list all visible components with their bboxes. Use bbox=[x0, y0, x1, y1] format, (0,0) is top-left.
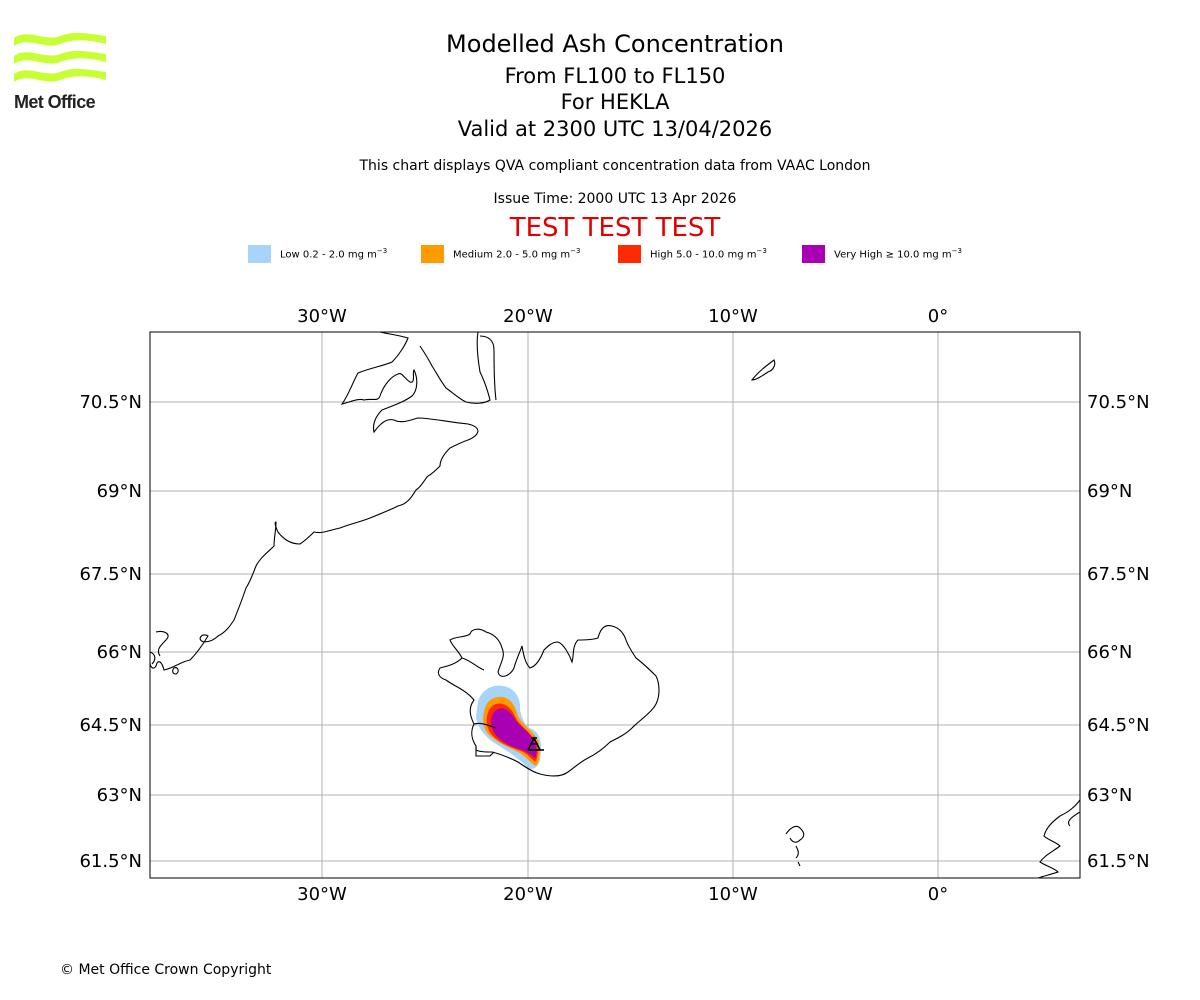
met-office-logo: Met Office bbox=[14, 30, 106, 112]
greenland-coast bbox=[150, 332, 479, 671]
lat-label-right: 63°N bbox=[1087, 785, 1132, 806]
lon-label-bottom: 20°W bbox=[503, 884, 553, 905]
legend-label-high: High 5.0 - 10.0 mg m−3 bbox=[650, 247, 767, 261]
iceland-reykjanes bbox=[475, 746, 495, 757]
lat-label-left: 64.5°N bbox=[79, 715, 142, 736]
coastlines bbox=[150, 332, 1080, 878]
legend-item-low: Low 0.2 - 2.0 mg m−3 bbox=[248, 244, 387, 264]
hekla-volcano-marker bbox=[527, 736, 544, 751]
legend-item-medium: Medium 2.0 - 5.0 mg m−3 bbox=[421, 244, 580, 264]
met-office-waves-icon bbox=[14, 32, 106, 82]
greenland-island-1 bbox=[172, 667, 179, 675]
logo-text: Met Office bbox=[14, 92, 96, 112]
jan-mayen-coast bbox=[750, 359, 776, 381]
chart-title: Modelled Ash Concentration bbox=[446, 30, 784, 58]
lat-label-right: 66°N bbox=[1087, 642, 1132, 663]
subtitle: This chart displays QVA compliant concen… bbox=[359, 158, 871, 174]
lat-label-left: 66°N bbox=[97, 642, 142, 663]
flight-level-range: From FL100 to FL150 bbox=[504, 64, 726, 88]
legend-swatch-low bbox=[248, 245, 271, 263]
legend-item-high: High 5.0 - 10.0 mg m−3 bbox=[618, 244, 767, 264]
ash-very-high-region bbox=[491, 708, 537, 758]
legend-swatch-medium bbox=[421, 245, 444, 263]
legend-label-low: Low 0.2 - 2.0 mg m−3 bbox=[280, 247, 388, 261]
lon-label-top: 30°W bbox=[297, 306, 347, 327]
copyright-notice: © Met Office Crown Copyright bbox=[60, 962, 272, 978]
lon-label-bottom: 10°W bbox=[708, 884, 758, 905]
legend-swatch-very-high bbox=[802, 245, 825, 263]
lat-label-right: 69°N bbox=[1087, 481, 1132, 502]
lon-label-bottom: 30°W bbox=[297, 884, 347, 905]
ash-concentration-map: 30°W 20°W 10°W 0° 30°W 20°W 10°W 0° 70.5… bbox=[79, 306, 1150, 905]
lon-label-bottom: 0° bbox=[928, 884, 948, 905]
map-gridlines bbox=[150, 332, 1080, 878]
issue-time: Issue Time: 2000 UTC 13 Apr 2026 bbox=[493, 191, 737, 207]
iceland-westfjord-inlet bbox=[461, 657, 485, 671]
lat-label-left: 63°N bbox=[97, 785, 142, 806]
lat-label-right: 64.5°N bbox=[1087, 715, 1150, 736]
lat-label-left: 61.5°N bbox=[79, 851, 142, 872]
legend-label-medium: Medium 2.0 - 5.0 mg m−3 bbox=[453, 247, 581, 261]
lat-label-left: 70.5°N bbox=[79, 392, 142, 413]
lat-label-left: 69°N bbox=[97, 481, 142, 502]
lat-label-right: 70.5°N bbox=[1087, 392, 1150, 413]
lon-label-top: 20°W bbox=[503, 306, 553, 327]
lon-label-top: 10°W bbox=[708, 306, 758, 327]
lat-label-right: 61.5°N bbox=[1087, 851, 1150, 872]
volcano-name: For HEKLA bbox=[560, 90, 670, 114]
norway-coast bbox=[1037, 799, 1080, 878]
map-frame bbox=[149, 331, 1081, 879]
greenland-northeast bbox=[419, 332, 491, 404]
lat-label-left: 67.5°N bbox=[79, 564, 142, 585]
legend: Low 0.2 - 2.0 mg m−3 Medium 2.0 - 5.0 mg… bbox=[0, 244, 1200, 264]
legend-swatch-high bbox=[618, 245, 641, 263]
lon-label-top: 0° bbox=[928, 306, 948, 327]
test-banner: TEST TEST TEST bbox=[509, 213, 721, 243]
lat-label-right: 67.5°N bbox=[1087, 564, 1150, 585]
legend-item-very-high: Very High ≥ 10.0 mg m−3 bbox=[802, 244, 962, 264]
faroe-islands bbox=[785, 825, 805, 867]
ash-plume bbox=[476, 685, 542, 769]
iceland-coast bbox=[437, 625, 660, 777]
greenland-fjord-2 bbox=[155, 630, 169, 657]
greenland-fjord-1 bbox=[150, 651, 156, 665]
iceland-snaefellsnes bbox=[473, 722, 497, 729]
valid-time: Valid at 2300 UTC 13/04/2026 bbox=[457, 117, 773, 141]
greenland-northeast-2 bbox=[479, 335, 497, 401]
legend-label-very-high: Very High ≥ 10.0 mg m−3 bbox=[834, 247, 962, 261]
